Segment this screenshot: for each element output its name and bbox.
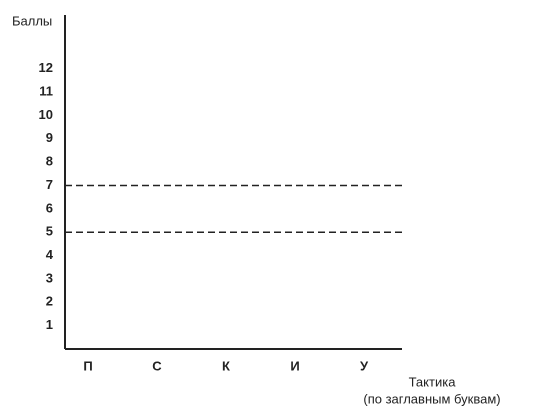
x-axis-label: Тактика [409,374,457,389]
y-tick-label: 1 [46,317,53,332]
y-tick-label: 4 [46,247,54,262]
y-tick-label: 11 [39,84,53,99]
y-tick-label: 2 [46,294,53,309]
x-axis-note: (по заглавным буквам) [363,391,500,406]
y-tick-label: 6 [46,200,53,215]
x-tick-label: У [360,358,369,373]
y-tick-label: 10 [39,107,53,122]
x-tick-label: П [83,358,92,373]
x-tick-label: С [152,358,162,373]
y-tick-label: 7 [46,177,53,192]
y-tick-label: 5 [46,224,53,239]
x-tick-label: К [222,358,230,373]
y-axis-label: Баллы [12,13,52,28]
x-tick-label: И [290,358,299,373]
y-tick-label: 9 [46,130,53,145]
y-tick-label: 8 [46,154,53,169]
y-tick-label: 3 [46,270,53,285]
y-tick-label: 12 [39,60,53,75]
